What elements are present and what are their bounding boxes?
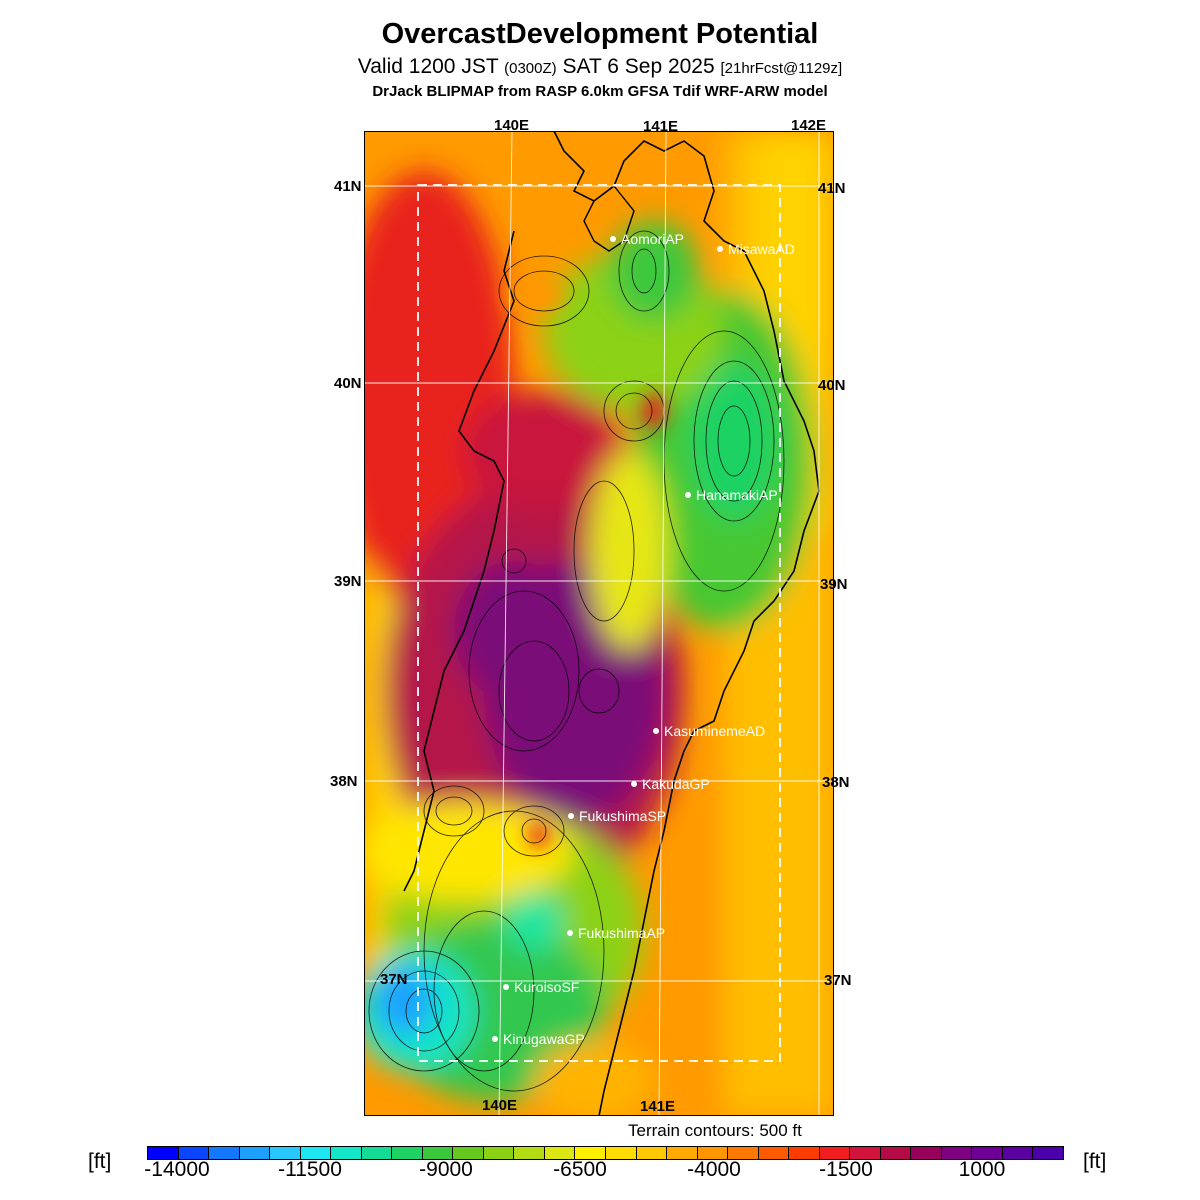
colorbar-segment (758, 1147, 790, 1159)
station-aomoriap: AomoriAP (610, 231, 684, 247)
colorbar-segment (209, 1147, 240, 1159)
colorbar-segment (392, 1147, 423, 1159)
colorbar-segment (850, 1147, 881, 1159)
lat-label-41n-left: 41N (334, 178, 362, 195)
station-kasuminemead: KasuminemeAD (653, 723, 765, 739)
colorbar-segment (453, 1147, 484, 1159)
station-label: KinugawaGP (503, 1031, 585, 1047)
colorbar-segment (331, 1147, 362, 1159)
colorbar-segment (575, 1147, 606, 1159)
coastline (553, 131, 820, 1116)
colorbar-segment (636, 1147, 668, 1159)
colorbar-segment (819, 1147, 851, 1159)
colorbar-unit-right: [ft] (1083, 1150, 1107, 1173)
colorbar-segment (941, 1147, 973, 1159)
station-marker (568, 813, 574, 819)
valid-date: SAT 6 Sep 2025 (562, 55, 715, 78)
lat-label-37n-right: 37N (824, 972, 852, 989)
colorbar-tick: 1000 (958, 1158, 1006, 1181)
colorbar-segment (972, 1147, 1003, 1159)
lon-label-141e-bottom: 141E (640, 1098, 676, 1115)
station-marker (717, 246, 723, 252)
station-label: KuroisoSF (514, 979, 579, 995)
lat-label-40n-right: 40N (818, 377, 846, 394)
lat-label-39n-right: 39N (820, 576, 848, 593)
lat-label-38n-left: 38N (330, 773, 358, 790)
forecast-map: AomoriAP MisawaAD HanamakiAP KasuminemeA… (364, 131, 834, 1116)
station-label: AomoriAP (621, 231, 684, 247)
station-label: KakudaGP (642, 776, 710, 792)
valid-prefix: Valid 1200 JST (357, 55, 499, 78)
station-fukushimasp: FukushimaSP (568, 808, 666, 824)
mutsu-bay (583, 185, 635, 252)
utc-time: (0300Z) (504, 60, 557, 77)
colorbar-tick: -11500 (278, 1158, 342, 1181)
colorbar-segment (300, 1147, 332, 1159)
station-label: KasuminemeAD (664, 723, 765, 739)
colorbar-segment (361, 1147, 393, 1159)
station-label: FukushimaAP (578, 925, 665, 941)
station-misawaad: MisawaAD (717, 241, 795, 257)
graticule (364, 131, 834, 1116)
lat-label-38n-right: 38N (822, 774, 850, 791)
station-label: HanamakiAP (696, 487, 778, 503)
colorbar-tick: -14000 (144, 1158, 210, 1181)
west-coastline (403, 230, 515, 892)
colorbar-segment (605, 1147, 637, 1159)
station-kuroisosf: KuroisoSF (503, 979, 579, 995)
colorbar-unit-left: [ft] (88, 1150, 112, 1173)
colorbar-segment (483, 1147, 515, 1159)
colorbar-segment (880, 1147, 912, 1159)
colorbar (147, 1146, 1064, 1160)
station-marker (610, 236, 616, 242)
lon-label-140e-top: 140E (494, 117, 530, 134)
colorbar-segment (148, 1147, 179, 1159)
station-hanamakiap: HanamakiAP (685, 487, 778, 503)
map-frame (364, 131, 834, 1116)
forecast-hour: [21hrFcst@1129z] (720, 60, 843, 77)
model-description: DrJack BLIPMAP from RASP 6.0km GFSA Tdif… (372, 83, 828, 100)
colorbar-segment (667, 1147, 698, 1159)
stations: AomoriAP MisawaAD HanamakiAP KasuminemeA… (492, 231, 795, 1047)
colorbar-segment (911, 1147, 942, 1159)
station-marker (503, 984, 509, 990)
colorbar-segment (697, 1147, 729, 1159)
colorbar-tick: -6500 (553, 1158, 607, 1181)
colorbar-segment (239, 1147, 271, 1159)
station-marker (631, 781, 637, 787)
station-fukushimaap: FukushimaAP (567, 925, 665, 941)
colorbar-segment (789, 1147, 820, 1159)
station-kakudagp: KakudaGP (631, 776, 710, 792)
colorbar-segment (178, 1147, 210, 1159)
colorbar-tick: -9000 (419, 1158, 473, 1181)
field-overlay (364, 131, 834, 1116)
colorbar-segment (270, 1147, 301, 1159)
station-marker (567, 930, 573, 936)
colorbar-tick: -1500 (819, 1158, 873, 1181)
terrain-contour-note: Terrain contours: 500 ft (628, 1121, 802, 1140)
station-marker (492, 1036, 498, 1042)
station-label: MisawaAD (728, 241, 795, 257)
colorbar-segment (1002, 1147, 1034, 1159)
lon-label-142e-top: 142E (791, 117, 827, 134)
lat-label-40n-left: 40N (334, 375, 362, 392)
station-marker (653, 728, 659, 734)
lat-label-41n-right: 41N (818, 180, 846, 197)
lon-label-141e-top: 141E (643, 118, 679, 135)
colorbar-segment (422, 1147, 454, 1159)
lon-label-140e-bottom: 140E (482, 1097, 518, 1114)
colorbar-segment (514, 1147, 545, 1159)
map-title: OvercastDevelopment Potential (381, 18, 819, 50)
lat-label-37n-left: 37N (380, 971, 408, 988)
lat-label-39n-left: 39N (334, 573, 362, 590)
colorbar-tick: -4000 (687, 1158, 741, 1181)
station-kinugawagp: KinugawaGP (492, 1031, 585, 1047)
colorbar-segment (1033, 1147, 1063, 1159)
colorbar-segment (544, 1147, 576, 1159)
station-label: FukushimaSP (579, 808, 666, 824)
inner-domain-box (417, 184, 781, 1062)
station-marker (685, 492, 691, 498)
valid-time: Valid 1200 JST (0300Z) SAT 6 Sep 2025 [2… (0, 55, 1200, 79)
colorbar-segment (728, 1147, 759, 1159)
